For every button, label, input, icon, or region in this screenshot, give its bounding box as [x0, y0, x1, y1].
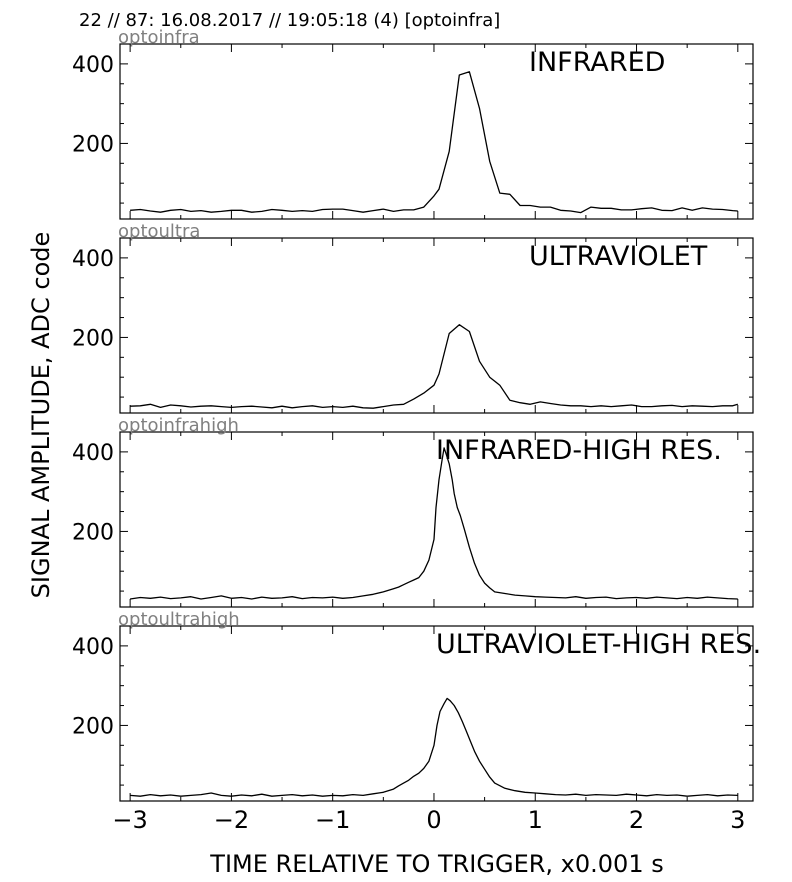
x-tick-label: 3 — [730, 806, 745, 834]
x-tick-label: 1 — [528, 806, 543, 834]
x-tick-label: −3 — [112, 806, 147, 834]
figure-header: 22 // 87: 16.08.2017 // 19:05:18 (4) [op… — [79, 10, 500, 31]
chart-panels: optoinfra 200 400 INFRARED optoultra 200 400 UL… — [72, 27, 761, 834]
x-tick-label: 2 — [629, 806, 644, 834]
signal-line-optoultra — [130, 324, 738, 409]
panel-frame — [119, 43, 754, 220]
panel-title: ULTRAVIOLET — [529, 241, 708, 272]
panel-frame — [119, 431, 754, 608]
y-tick-label: 400 — [72, 635, 114, 660]
y-tick-label: 400 — [72, 53, 114, 78]
x-tick-label: −2 — [214, 806, 249, 834]
y-tick-label: 200 — [72, 714, 114, 739]
channel-label: optoinfra — [118, 27, 200, 48]
y-tick-label: 400 — [72, 247, 114, 272]
panel-optoinfra: optoinfra 200 400 INFRARED — [72, 27, 754, 220]
channel-label: optoultrahigh — [118, 609, 240, 630]
y-tick-label: 200 — [72, 132, 114, 157]
panel-title: ULTRAVIOLET-HIGH RES. — [436, 629, 761, 660]
x-axis-label: TIME RELATIVE TO TRIGGER, x0.001 s — [209, 850, 663, 878]
channel-label: optoinfrahigh — [118, 415, 239, 436]
channel-label: optoultra — [118, 221, 200, 242]
y-tick-label: 400 — [72, 441, 114, 466]
signal-line-optoinfrahigh — [130, 447, 738, 600]
x-tick-label: 0 — [426, 806, 441, 834]
y-axis-label: SIGNAL AMPLITUDE, ADC code — [27, 232, 55, 599]
signal-line-optoultrahigh — [130, 697, 738, 797]
panel-optoinfrahigh: optoinfrahigh 200 400 INFRARED-HIGH RES. — [72, 415, 754, 608]
panel-title: INFRARED — [529, 47, 665, 78]
y-tick-label: 200 — [72, 520, 114, 545]
y-tick-label: 200 — [72, 326, 114, 351]
panel-frame — [119, 237, 754, 414]
panel-optoultrahigh: optoultrahigh 200 400 ULTRAVIOLET-HIGH RES. — [72, 609, 761, 802]
signal-line-optoinfra — [130, 71, 738, 214]
x-tick-label: −1 — [315, 806, 350, 834]
panel-frame — [119, 625, 754, 802]
panel-title: INFRARED-HIGH RES. — [436, 435, 722, 466]
panel-optoultra: optoultra 200 400 ULTRAVIOLET — [72, 221, 754, 414]
